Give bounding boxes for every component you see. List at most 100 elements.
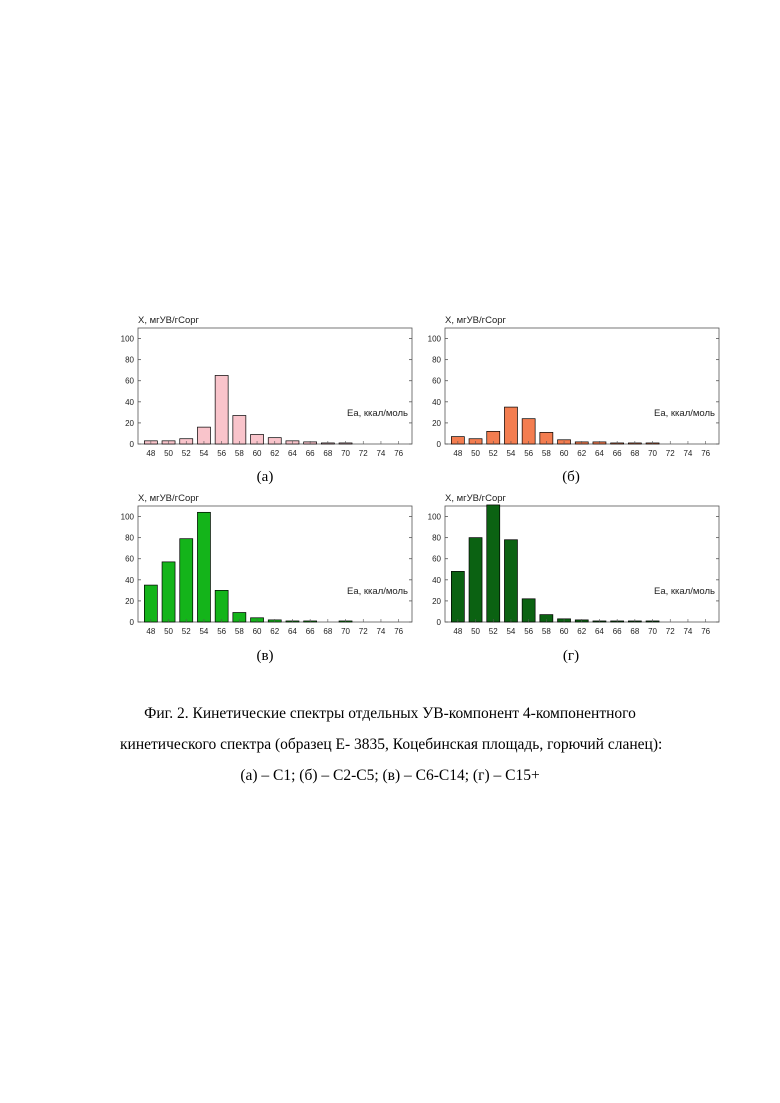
y-tick-label: 0 <box>437 440 442 449</box>
bar <box>504 406 518 445</box>
chart-d: 0 20 40 60 80 100 48 50 52 54 56 58 60 62 64 66 68 70 72 74… <box>428 493 720 636</box>
bar <box>504 539 518 623</box>
x-tick-label: 62 <box>577 627 586 636</box>
y-tick-label: 100 <box>121 513 135 522</box>
x-tick-label: 76 <box>394 627 403 636</box>
chart-panel-c: 0 20 40 60 80 100 48 50 52 54 56 58 60 62 64 66 68 70 72 74… <box>115 488 445 663</box>
bar <box>214 590 229 623</box>
bar <box>161 561 176 623</box>
bar <box>197 511 211 623</box>
x-tick-label: 60 <box>253 627 262 636</box>
bar <box>468 537 483 623</box>
x-tick-label: 48 <box>146 627 155 636</box>
x-tick-label: 70 <box>341 627 350 636</box>
x-tick-label: 70 <box>648 449 657 458</box>
x-tick-label: 54 <box>199 449 208 458</box>
x-tick-label: 60 <box>560 627 569 636</box>
x-tick-label: 58 <box>235 627 244 636</box>
chart-panel-a: 0 20 40 60 80 100 48 50 52 54 56 58 60 62 64 66 68 70 72 74… <box>115 310 445 485</box>
x-tick-label: 52 <box>182 627 191 636</box>
x-tick-label: 50 <box>471 627 480 636</box>
x-tick-label: 62 <box>270 449 279 458</box>
y-tick-label: 60 <box>125 377 134 386</box>
y-tick-label: 40 <box>125 398 134 407</box>
x-tick-label: 54 <box>199 627 208 636</box>
bar <box>451 571 465 623</box>
y-tick-label: 60 <box>432 555 441 564</box>
y-tick-label: 100 <box>428 513 442 522</box>
x-tick-label: 72 <box>359 627 368 636</box>
x-tick-label: 68 <box>630 449 639 458</box>
x-axis-label: Ea, ккал/моль <box>654 408 715 419</box>
x-tick-label: 68 <box>323 627 332 636</box>
x-tick-label: 74 <box>376 449 385 458</box>
x-tick-label: 60 <box>253 449 262 458</box>
x-tick-label: 52 <box>489 627 498 636</box>
x-tick-label: 50 <box>164 449 173 458</box>
plot-frame <box>444 327 720 445</box>
x-tick-label: 48 <box>453 627 462 636</box>
x-tick-label: 70 <box>341 449 350 458</box>
y-tick-label: 100 <box>428 335 442 344</box>
x-axis-label: Ea, ккал/моль <box>654 586 715 597</box>
y-tick-label: 80 <box>432 534 441 543</box>
panel-label-c: (в) <box>256 648 274 664</box>
x-tick-label: 72 <box>666 627 675 636</box>
x-tick-label: 54 <box>506 627 515 636</box>
plot-frame <box>137 505 413 623</box>
x-tick-label: 50 <box>471 449 480 458</box>
x-axis-label: Ea, ккал/моль <box>347 408 408 419</box>
y-tick-label: 60 <box>432 377 441 386</box>
x-tick-label: 62 <box>577 449 586 458</box>
x-tick-label: 76 <box>394 449 403 458</box>
y-axis-label: X, мгУВ/гСорг <box>445 493 507 504</box>
caption-line-2: кинетического спектра (образец Е- 3835, … <box>120 736 663 753</box>
x-tick-label: 60 <box>560 449 569 458</box>
x-tick-label: 64 <box>595 449 604 458</box>
x-tick-label: 76 <box>701 627 710 636</box>
x-tick-label: 66 <box>613 627 622 636</box>
x-tick-label: 64 <box>288 449 297 458</box>
x-tick-label: 58 <box>542 627 551 636</box>
bar <box>232 415 247 445</box>
y-tick-label: 100 <box>121 335 135 344</box>
x-tick-label: 48 <box>146 449 155 458</box>
x-tick-label: 76 <box>701 449 710 458</box>
x-tick-label: 56 <box>217 627 226 636</box>
x-tick-label: 74 <box>376 627 385 636</box>
x-tick-label: 74 <box>683 449 692 458</box>
y-tick-label: 80 <box>432 356 441 365</box>
y-tick-label: 0 <box>130 440 135 449</box>
y-tick-label: 60 <box>125 555 134 564</box>
y-tick-label: 80 <box>125 534 134 543</box>
y-axis-label: X, мгУВ/гСорг <box>138 315 200 326</box>
x-tick-label: 68 <box>323 449 332 458</box>
chart-panel-d: 0 20 40 60 80 100 48 50 52 54 56 58 60 62 64 66 68 70 72 74… <box>422 488 752 663</box>
x-tick-label: 64 <box>595 627 604 636</box>
x-tick-label: 66 <box>613 449 622 458</box>
x-tick-label: 52 <box>182 449 191 458</box>
x-tick-label: 56 <box>524 627 533 636</box>
figure-caption: Фиг. 2. Кинетические спектры отдельных У… <box>120 698 663 791</box>
plot-frame <box>444 505 720 623</box>
y-tick-label: 40 <box>125 576 134 585</box>
x-tick-label: 72 <box>359 449 368 458</box>
x-tick-label: 68 <box>630 627 639 636</box>
x-tick-label: 74 <box>683 627 692 636</box>
chart-panel-b: 0 20 40 60 80 100 48 50 52 54 56 58 60 62 64 66 68 70 72 74… <box>422 310 752 485</box>
plot-frame <box>137 327 413 445</box>
x-tick-label: 62 <box>270 627 279 636</box>
bar <box>486 504 501 623</box>
x-tick-label: 54 <box>506 449 515 458</box>
y-tick-label: 0 <box>437 618 442 627</box>
caption-line-1: Фиг. 2. Кинетические спектры отдельных У… <box>144 705 636 722</box>
x-tick-label: 52 <box>489 449 498 458</box>
x-tick-label: 64 <box>288 627 297 636</box>
bar <box>521 598 536 623</box>
chart-a: 0 20 40 60 80 100 48 50 52 54 56 58 60 62 64 66 68 70 72 74… <box>121 315 413 458</box>
chart-b: 0 20 40 60 80 100 48 50 52 54 56 58 60 62 64 66 68 70 72 74… <box>428 315 720 458</box>
y-tick-label: 20 <box>125 597 134 606</box>
panel-label-d: (г) <box>562 648 580 664</box>
y-tick-label: 40 <box>432 576 441 585</box>
y-tick-label: 40 <box>432 398 441 407</box>
